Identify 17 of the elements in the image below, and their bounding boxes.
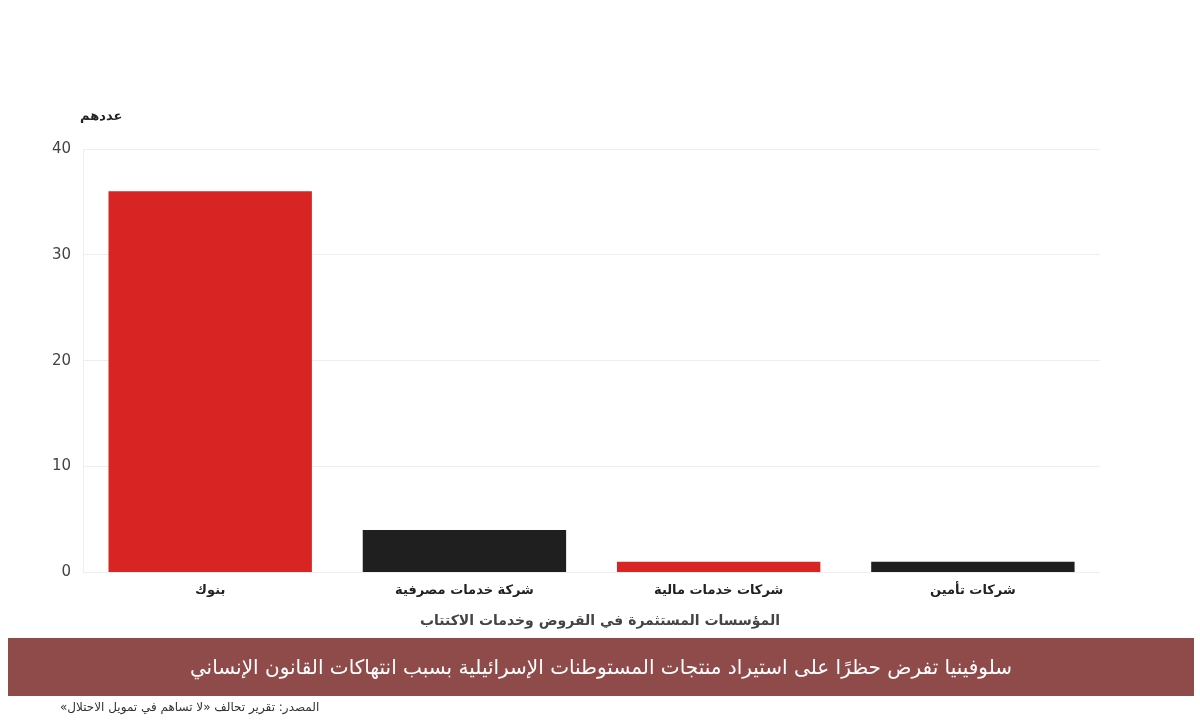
bar	[108, 191, 312, 572]
bar	[871, 561, 1075, 572]
y-tick-label: 30	[51, 244, 72, 263]
bar	[616, 561, 821, 572]
y-tick-label: 10	[51, 456, 72, 475]
x-tick-label: بنوك	[195, 581, 226, 597]
y-tick-label: 0	[61, 562, 72, 581]
y-tick-label: 20	[51, 350, 72, 369]
y-axis-title: عددهم	[80, 108, 123, 123]
x-tick-label: شركة خدمات مصرفية	[394, 581, 534, 597]
y-tick-label: 40	[51, 138, 72, 157]
bar	[362, 530, 567, 572]
x-tick-label: شركات خدمات مالية	[654, 581, 784, 597]
x-axis-title: المؤسسات المستثمرة في القروض وخدمات الاكتتاب	[418, 612, 782, 628]
x-tick-label: شركات تأمين	[930, 580, 1016, 597]
text: سلوفينيا تفرض حظرًا على استيراد منتجات المستوطنات الإسرائيلية بسبب انتهاكات القانون الإنساني	[8, 638, 1194, 696]
text: المصدر: تقرير تحالف «لا تساهم في تمويل الاحتلال»	[60, 700, 320, 714]
